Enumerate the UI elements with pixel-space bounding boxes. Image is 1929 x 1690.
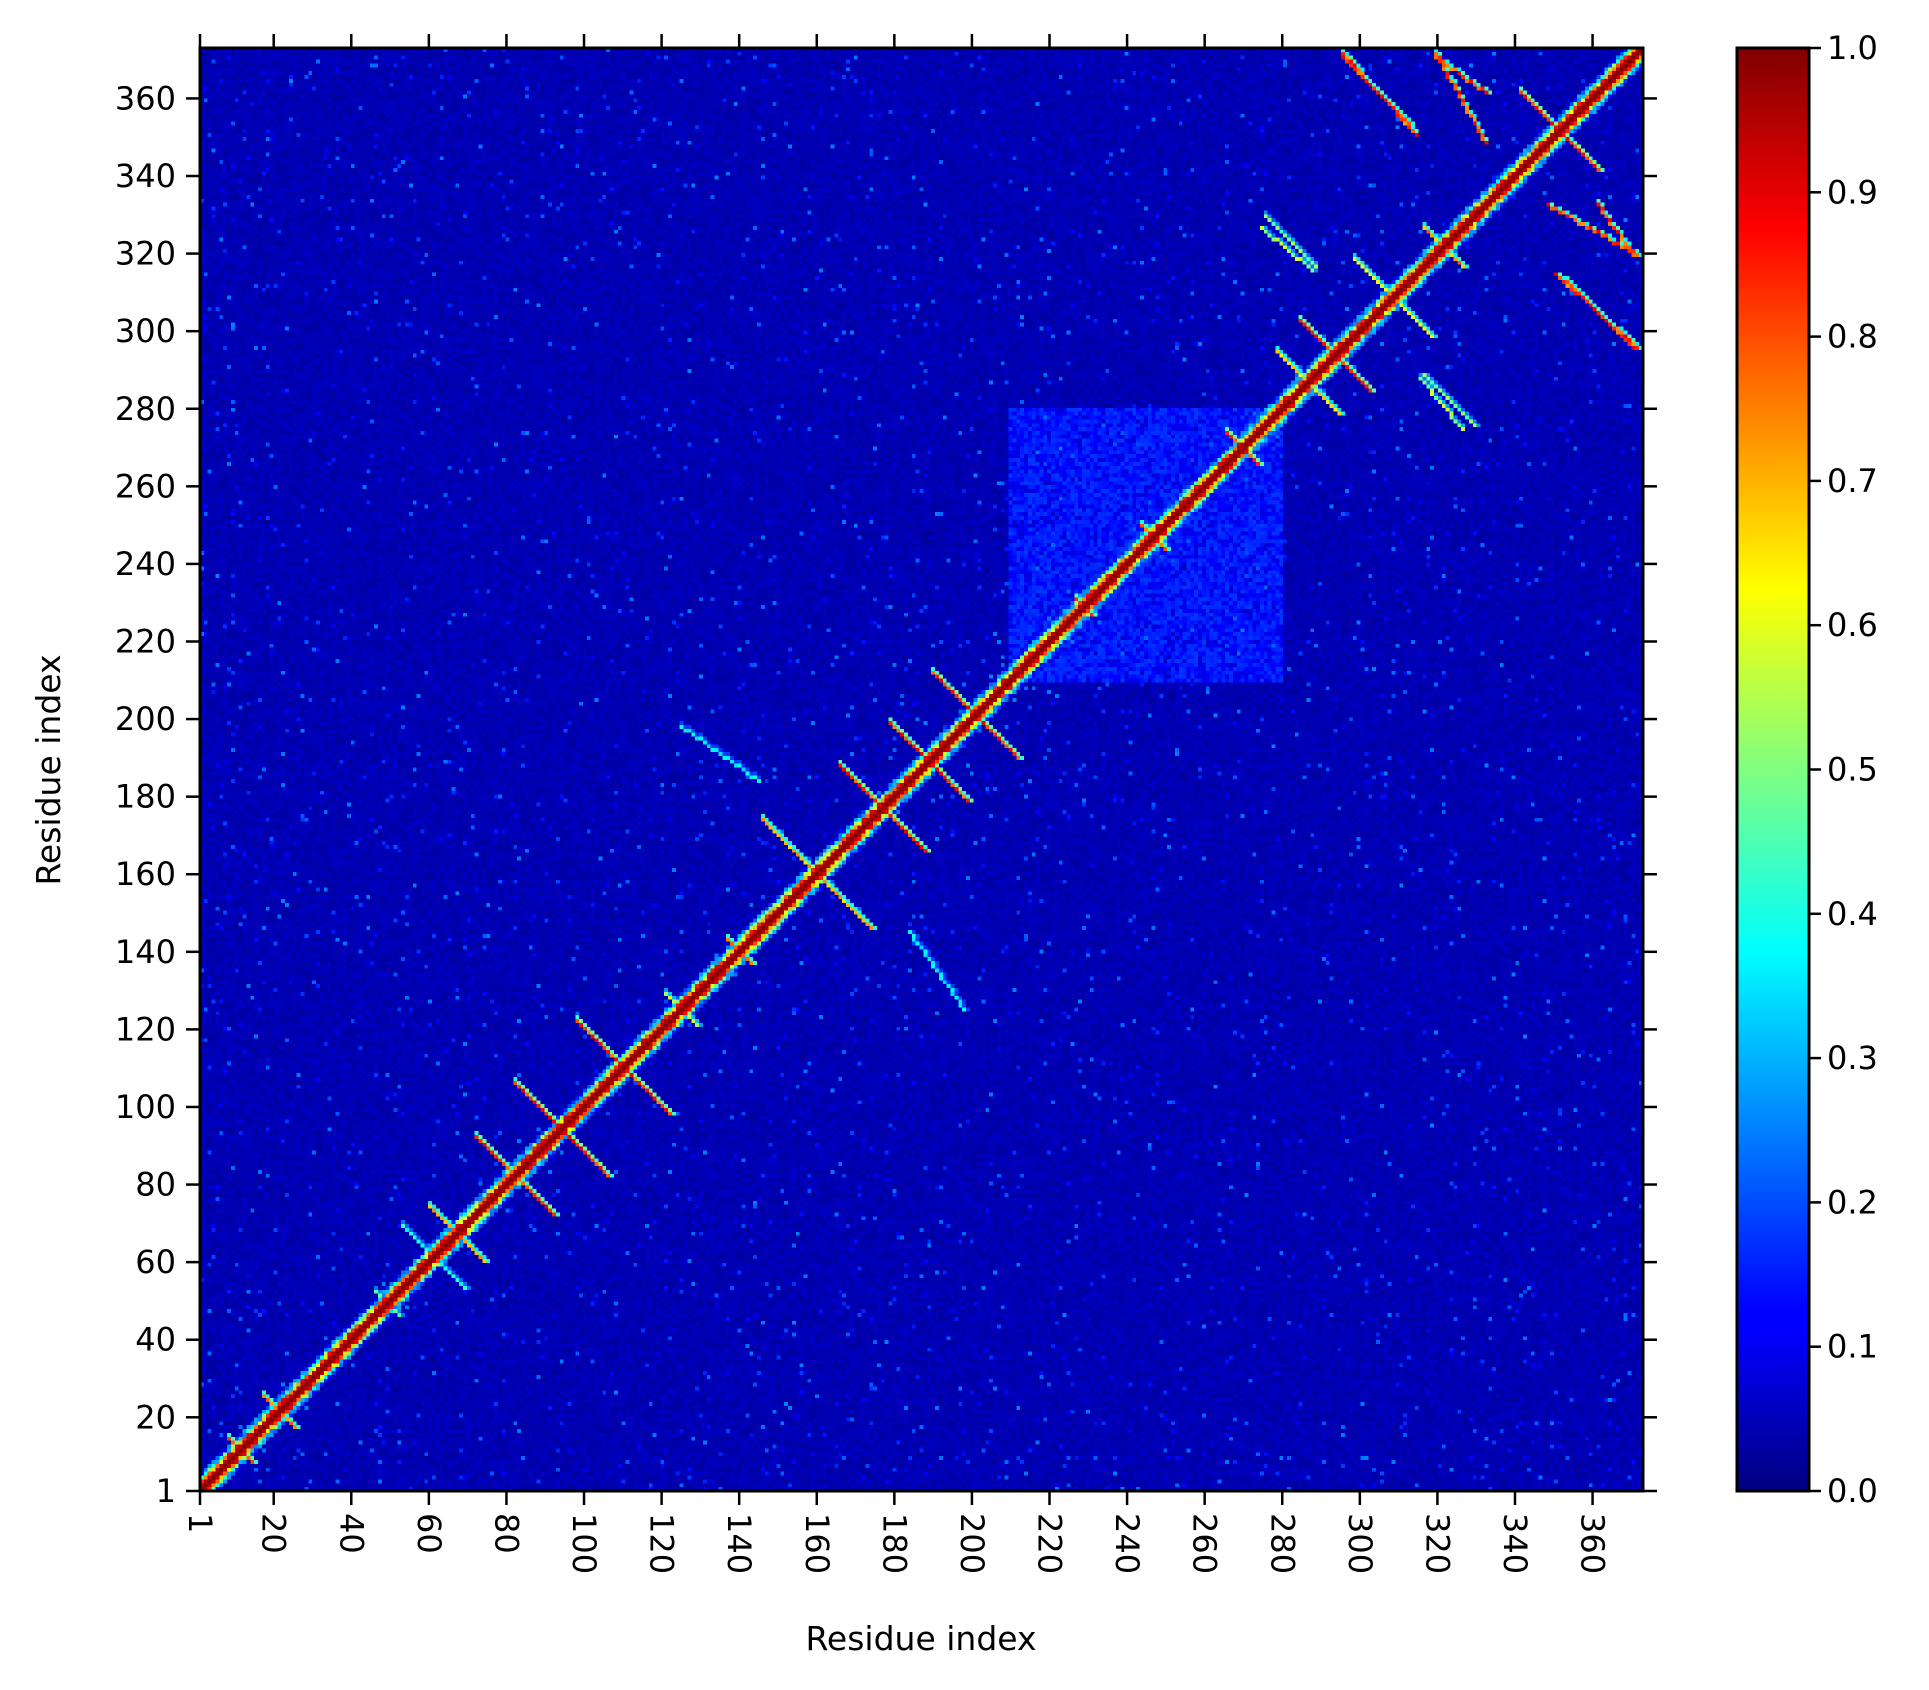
colorbar-tick-label: 0.7: [1827, 462, 1878, 500]
y-axis-ticks: 1204060801001201401601802002202402602803…: [115, 79, 1657, 1510]
y-tick-label: 100: [115, 1088, 176, 1126]
x-tick-label: 200: [953, 1513, 991, 1574]
colorbar-tick-label: 0.0: [1827, 1472, 1878, 1510]
x-tick-label: 300: [1341, 1513, 1379, 1574]
colorbar-tick-label: 0.8: [1827, 318, 1878, 356]
y-axis-label: Residue index: [29, 654, 68, 885]
x-tick-label: 340: [1496, 1513, 1534, 1574]
x-tick-label: 260: [1186, 1513, 1224, 1574]
colorbar-gradient: [1735, 46, 1811, 1493]
y-tick-label: 320: [115, 235, 176, 273]
y-tick-label: 220: [115, 622, 176, 660]
y-tick-label: 340: [115, 157, 176, 195]
x-axis-label: Residue index: [805, 1619, 1036, 1658]
x-tick-label: 100: [565, 1513, 603, 1574]
x-tick-label: 240: [1108, 1513, 1146, 1574]
y-tick-label: 20: [135, 1398, 176, 1436]
colorbar: 0.0 0.1 0.2 0.3 0.4 0.5 0.6 0.7 0.8 0.9 1.0: [1735, 29, 1878, 1510]
y-tick-label: 80: [135, 1166, 176, 1204]
x-tick-label: 40: [332, 1513, 370, 1554]
y-tick-label: 200: [115, 700, 176, 738]
y-tick-label: 40: [135, 1321, 176, 1359]
y-tick-label: 160: [115, 855, 176, 893]
colorbar-tick-label: 0.4: [1827, 895, 1878, 933]
plot-frame: [198, 46, 1645, 1493]
heatmap-canvas: [200, 48, 1643, 1491]
y-tick-label: 60: [135, 1243, 176, 1281]
colorbar-ticks: 0.0 0.1 0.2 0.3 0.4 0.5 0.6 0.7 0.8 0.9 1.0: [1809, 29, 1878, 1510]
colorbar-tick-label: 0.6: [1827, 606, 1878, 644]
y-tick-label: 140: [115, 933, 176, 971]
x-tick-label: 120: [643, 1513, 681, 1574]
y-tick-label: 240: [115, 545, 176, 583]
y-tick-label: 120: [115, 1010, 176, 1048]
x-tick-label: 140: [720, 1513, 758, 1574]
colorbar-tick-label: 1.0: [1827, 29, 1878, 67]
heatmap-plot-area: [198, 46, 1645, 1493]
y-tick-label: 1: [156, 1472, 176, 1510]
x-tick-label: 160: [798, 1513, 836, 1574]
x-tick-label: 280: [1263, 1513, 1301, 1574]
x-tick-label: 20: [255, 1513, 293, 1554]
x-tick-label: 320: [1418, 1513, 1456, 1574]
y-tick-label: 280: [115, 390, 176, 428]
x-tick-label: 60: [410, 1513, 448, 1554]
colorbar-tick-label: 0.9: [1827, 173, 1878, 211]
colorbar-tick-label: 0.5: [1827, 751, 1878, 789]
colorbar-tick-label: 0.3: [1827, 1039, 1878, 1077]
x-tick-label: 80: [487, 1513, 525, 1554]
x-tick-label: 220: [1031, 1513, 1069, 1574]
x-tick-label: 180: [875, 1513, 913, 1574]
x-tick-label: 360: [1574, 1513, 1612, 1574]
y-tick-label: 180: [115, 778, 176, 816]
y-tick-label: 260: [115, 467, 176, 505]
colorbar-tick-label: 0.2: [1827, 1183, 1878, 1221]
x-axis-ticks: 1 20 40 60 80 100 120 140 160 180 200 220 240 260 280 3…: [181, 34, 1612, 1574]
x-tick-label: 1: [181, 1513, 219, 1533]
colorbar-tick-label: 0.1: [1827, 1328, 1878, 1366]
y-tick-label: 360: [115, 79, 176, 117]
y-tick-label: 300: [115, 312, 176, 350]
